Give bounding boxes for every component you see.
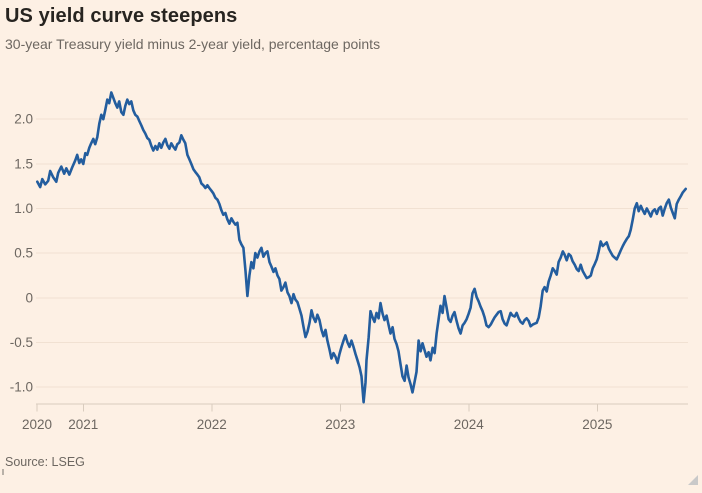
x-tick-label: 2020	[22, 417, 52, 432]
y-tick-label: 0	[25, 290, 33, 305]
chart-subtitle: 30-year Treasury yield minus 2-year yiel…	[5, 36, 381, 52]
x-tick-label: 2023	[325, 417, 355, 432]
y-tick-label: -1.0	[10, 380, 33, 395]
stray-caret-mark	[2, 469, 4, 475]
y-tick-label: 1.5	[14, 156, 33, 171]
y-tick-label: -0.5	[10, 335, 33, 350]
x-tick-label: 2025	[582, 417, 612, 432]
x-tick-label: 2024	[454, 417, 485, 432]
y-tick-label: 1.0	[14, 201, 33, 216]
series-line-30y-minus-2y	[36, 91, 687, 404]
source-label: Source: LSEG	[5, 455, 85, 469]
chart-title: US yield curve steepens	[5, 5, 238, 27]
resize-handle-icon[interactable]	[688, 475, 698, 485]
y-tick-label: 0.5	[14, 246, 33, 261]
y-tick-label: 2.0	[14, 112, 33, 127]
x-tick-label: 2021	[68, 417, 98, 432]
x-tick-label: 2022	[197, 417, 227, 432]
